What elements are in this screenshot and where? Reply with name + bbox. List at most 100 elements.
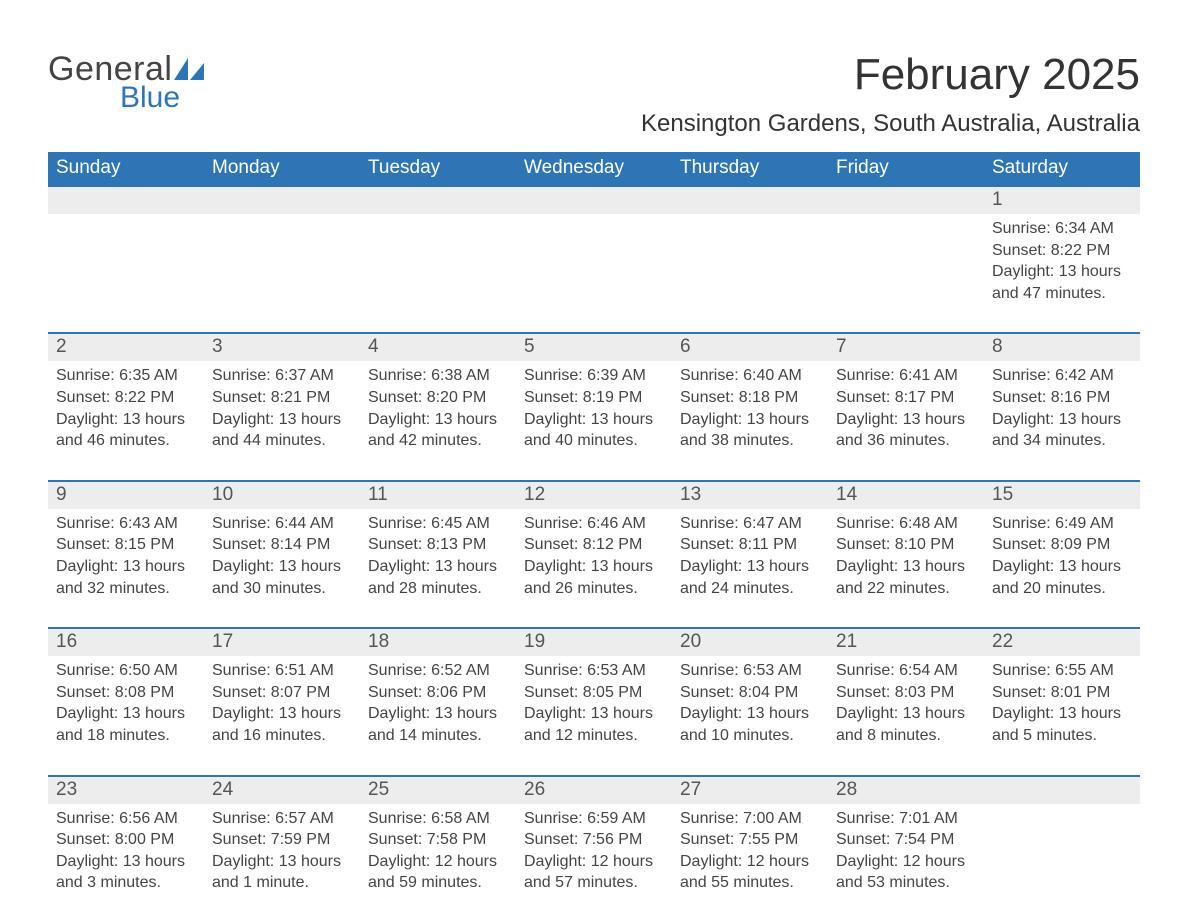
- sunset-text: Sunset: 8:22 PM: [992, 240, 1132, 262]
- daylight-text: Daylight: 13 hours and 18 minutes.: [56, 703, 196, 746]
- sunrise-text: Sunrise: 7:00 AM: [680, 808, 820, 830]
- sunset-text: Sunset: 8:16 PM: [992, 387, 1132, 409]
- day-content-cell: Sunrise: 7:00 AMSunset: 7:55 PMDaylight:…: [672, 804, 828, 922]
- sunrise-text: Sunrise: 6:51 AM: [212, 660, 352, 682]
- sunrise-text: Sunrise: 6:42 AM: [992, 365, 1132, 387]
- day-number-cell: 3: [204, 333, 360, 361]
- sunset-text: Sunset: 8:00 PM: [56, 829, 196, 851]
- sunrise-text: Sunrise: 6:59 AM: [524, 808, 664, 830]
- day-content-cell: Sunrise: 6:48 AMSunset: 8:10 PMDaylight:…: [828, 509, 984, 628]
- day-content-cell: Sunrise: 6:57 AMSunset: 7:59 PMDaylight:…: [204, 804, 360, 922]
- sunset-text: Sunset: 8:19 PM: [524, 387, 664, 409]
- sunrise-text: Sunrise: 6:38 AM: [368, 365, 508, 387]
- daylight-text: Daylight: 13 hours and 28 minutes.: [368, 556, 508, 599]
- day-content-cell: Sunrise: 6:58 AMSunset: 7:58 PMDaylight:…: [360, 804, 516, 922]
- sunrise-text: Sunrise: 6:53 AM: [524, 660, 664, 682]
- daylight-text: Daylight: 13 hours and 46 minutes.: [56, 409, 196, 452]
- day-content-cell: Sunrise: 6:47 AMSunset: 8:11 PMDaylight:…: [672, 509, 828, 628]
- sunrise-text: Sunrise: 6:37 AM: [212, 365, 352, 387]
- day-content-cell: [672, 214, 828, 333]
- day-number-cell: 28: [828, 776, 984, 804]
- day-number-cell: 10: [204, 481, 360, 509]
- day-content-cell: Sunrise: 6:46 AMSunset: 8:12 PMDaylight:…: [516, 509, 672, 628]
- day-content-cell: Sunrise: 6:51 AMSunset: 8:07 PMDaylight:…: [204, 656, 360, 775]
- sunset-text: Sunset: 8:17 PM: [836, 387, 976, 409]
- day-number-cell: 12: [516, 481, 672, 509]
- daylight-text: Daylight: 13 hours and 12 minutes.: [524, 703, 664, 746]
- logo-word-blue: Blue: [120, 81, 180, 115]
- day-number-cell: 7: [828, 333, 984, 361]
- weekday-header: Saturday: [984, 152, 1140, 186]
- sunset-text: Sunset: 7:56 PM: [524, 829, 664, 851]
- day-number-cell: 23: [48, 776, 204, 804]
- weekday-header: Sunday: [48, 152, 204, 186]
- logo: General Blue: [48, 50, 204, 115]
- sunrise-text: Sunrise: 6:57 AM: [212, 808, 352, 830]
- day-number-cell: 18: [360, 628, 516, 656]
- sunrise-text: Sunrise: 6:45 AM: [368, 513, 508, 535]
- sunrise-text: Sunrise: 6:41 AM: [836, 365, 976, 387]
- sunset-text: Sunset: 8:21 PM: [212, 387, 352, 409]
- daylight-text: Daylight: 13 hours and 38 minutes.: [680, 409, 820, 452]
- weekday-header: Monday: [204, 152, 360, 186]
- sunrise-text: Sunrise: 6:34 AM: [992, 218, 1132, 240]
- sunset-text: Sunset: 8:18 PM: [680, 387, 820, 409]
- weekday-header: Wednesday: [516, 152, 672, 186]
- sunrise-text: Sunrise: 6:55 AM: [992, 660, 1132, 682]
- day-number-cell: 8: [984, 333, 1140, 361]
- day-content-row: Sunrise: 6:35 AMSunset: 8:22 PMDaylight:…: [48, 361, 1140, 480]
- day-content-cell: Sunrise: 6:53 AMSunset: 8:05 PMDaylight:…: [516, 656, 672, 775]
- sunset-text: Sunset: 8:10 PM: [836, 534, 976, 556]
- sunset-text: Sunset: 8:07 PM: [212, 682, 352, 704]
- sunrise-text: Sunrise: 6:58 AM: [368, 808, 508, 830]
- location-subtitle: Kensington Gardens, South Australia, Aus…: [641, 110, 1140, 138]
- day-content-cell: Sunrise: 6:56 AMSunset: 8:00 PMDaylight:…: [48, 804, 204, 922]
- calendar-table: Sunday Monday Tuesday Wednesday Thursday…: [48, 152, 1140, 922]
- day-number-cell: 16: [48, 628, 204, 656]
- day-number-cell: [48, 186, 204, 214]
- daylight-text: Daylight: 12 hours and 53 minutes.: [836, 851, 976, 894]
- daylight-text: Daylight: 13 hours and 44 minutes.: [212, 409, 352, 452]
- day-content-row: Sunrise: 6:43 AMSunset: 8:15 PMDaylight:…: [48, 509, 1140, 628]
- day-content-cell: Sunrise: 6:52 AMSunset: 8:06 PMDaylight:…: [360, 656, 516, 775]
- day-content-row: Sunrise: 6:50 AMSunset: 8:08 PMDaylight:…: [48, 656, 1140, 775]
- day-number-row: 16171819202122: [48, 628, 1140, 656]
- daylight-text: Daylight: 12 hours and 55 minutes.: [680, 851, 820, 894]
- sunset-text: Sunset: 7:55 PM: [680, 829, 820, 851]
- daylight-text: Daylight: 13 hours and 20 minutes.: [992, 556, 1132, 599]
- daylight-text: Daylight: 13 hours and 42 minutes.: [368, 409, 508, 452]
- day-content-cell: Sunrise: 6:41 AMSunset: 8:17 PMDaylight:…: [828, 361, 984, 480]
- weekday-header: Friday: [828, 152, 984, 186]
- day-number-row: 1: [48, 186, 1140, 214]
- day-number-cell: 21: [828, 628, 984, 656]
- weekday-header: Thursday: [672, 152, 828, 186]
- sunset-text: Sunset: 8:09 PM: [992, 534, 1132, 556]
- daylight-text: Daylight: 13 hours and 8 minutes.: [836, 703, 976, 746]
- day-number-cell: [984, 776, 1140, 804]
- day-number-cell: [204, 186, 360, 214]
- daylight-text: Daylight: 12 hours and 59 minutes.: [368, 851, 508, 894]
- day-number-cell: 5: [516, 333, 672, 361]
- day-number-cell: 1: [984, 186, 1140, 214]
- day-number-cell: 24: [204, 776, 360, 804]
- day-content-cell: [828, 214, 984, 333]
- daylight-text: Daylight: 13 hours and 36 minutes.: [836, 409, 976, 452]
- sunset-text: Sunset: 8:14 PM: [212, 534, 352, 556]
- sunrise-text: Sunrise: 6:53 AM: [680, 660, 820, 682]
- day-content-row: Sunrise: 6:56 AMSunset: 8:00 PMDaylight:…: [48, 804, 1140, 922]
- day-content-cell: Sunrise: 6:54 AMSunset: 8:03 PMDaylight:…: [828, 656, 984, 775]
- sunset-text: Sunset: 8:20 PM: [368, 387, 508, 409]
- day-number-cell: 4: [360, 333, 516, 361]
- day-content-cell: [204, 214, 360, 333]
- weekday-header-row: Sunday Monday Tuesday Wednesday Thursday…: [48, 152, 1140, 186]
- header: General Blue February 2025 Kensington Ga…: [48, 50, 1140, 138]
- day-number-row: 9101112131415: [48, 481, 1140, 509]
- day-number-cell: 13: [672, 481, 828, 509]
- sunset-text: Sunset: 8:03 PM: [836, 682, 976, 704]
- logo-sail-icon: [174, 58, 204, 80]
- day-number-cell: 20: [672, 628, 828, 656]
- day-content-cell: [984, 804, 1140, 922]
- daylight-text: Daylight: 13 hours and 3 minutes.: [56, 851, 196, 894]
- day-number-cell: [516, 186, 672, 214]
- title-block: February 2025 Kensington Gardens, South …: [641, 50, 1140, 138]
